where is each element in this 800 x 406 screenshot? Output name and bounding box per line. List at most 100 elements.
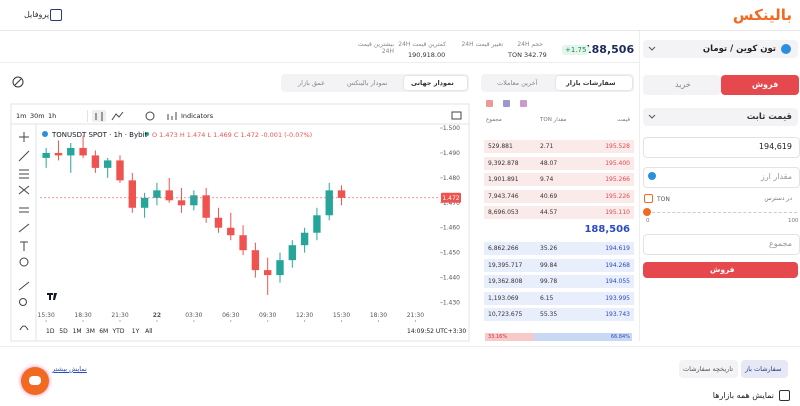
ob-total: 19,362.808 [488,278,523,285]
submit-label[interactable]: فروش [710,265,735,274]
slider-track[interactable] [647,212,797,214]
profile-link[interactable]: پروفایل [24,10,50,19]
range[interactable]: 1Y [131,328,140,335]
ob-row-bg [484,308,634,321]
x-tick-label: 12:30 [296,312,313,319]
stat-label: حجم 24H [517,41,543,48]
coin-icon [781,44,791,54]
candle-body [67,147,75,156]
chart: TONUSDT SPOT · 1h · Bybit O 1.473 H 1.474… [10,103,470,342]
ob-row-bg [484,258,634,272]
show-more-link[interactable]: نمایش بیشتر [52,365,87,373]
checkbox[interactable] [779,390,790,401]
profile-icon[interactable] [50,9,62,21]
candle-body [264,270,272,276]
range[interactable]: 1D [46,328,55,335]
candle-body [91,155,100,168]
show-all-label[interactable]: نمایش همه بازارها [712,391,774,400]
candle-body [116,160,124,181]
chat-icon[interactable] [29,376,41,385]
pair-selector[interactable] [643,40,798,58]
ob-total: 1,193.069 [488,294,519,302]
orders-tab[interactable]: سفارشات باز [745,365,782,373]
ob-price: 194.055 [605,278,630,285]
order-type-label[interactable]: قیمت ثابت [746,112,792,122]
orders-tab[interactable]: تاریخچه سفارشات [683,365,734,373]
asset-label: TON [657,196,670,203]
orders-border [0,346,800,347]
ob-view-icon[interactable] [503,100,510,107]
candle-body [337,190,346,198]
toolbar-icons[interactable] [92,110,462,122]
x-tick-label: 15:30 [333,312,350,319]
x-tick-label: 18:30 [370,312,387,319]
ob-row-bg [484,173,634,186]
x-tick-label: 06:30 [222,312,239,319]
ob-view-icon[interactable] [486,100,493,107]
ob-col: قیمت [617,117,630,123]
y-tick-label: 1.480 [443,175,460,182]
submit-button[interactable] [643,262,798,278]
stat-value: 190,918.00 [408,51,446,59]
ob-price: 195.266 [605,176,630,183]
chart-tab-active[interactable] [404,76,467,90]
orders-tab-bg[interactable] [679,360,738,378]
tv-logo [47,293,57,300]
interval[interactable]: 30m [30,112,45,120]
range[interactable]: All [145,328,153,335]
order-type[interactable] [643,108,798,126]
ob-total: 529.881 [488,143,513,150]
range[interactable]: 3M [85,328,95,335]
ob-tab[interactable]: آخرین معاملات [497,79,538,87]
candle-body [190,195,198,206]
ratio-label: 33.16% [488,334,508,340]
y-tick-label: 1.450 [443,250,460,257]
x-tick-label: 03:30 [185,312,202,319]
slider-thumb[interactable] [643,208,651,216]
chart-tab[interactable]: عمق بازار [298,79,325,87]
ob-amount: 48.07 [540,159,558,167]
range[interactable]: YTD [112,328,125,335]
amount-placeholder[interactable]: مقدار ارز [760,172,792,181]
ob-amount: 2.71 [540,143,554,150]
ob-total: 9,392.878 [488,159,519,167]
ob-view-icon[interactable] [520,100,527,107]
ob-row-bg [484,242,634,255]
stat-label: بیشترین قیمت 24H [357,41,394,55]
indicators[interactable]: Indicators [181,112,214,120]
logo[interactable]: بالینکس [732,6,792,24]
add-icon[interactable] [644,194,653,203]
candle-body [79,147,87,156]
chart-title: TONUSDT SPOT · 1h · Bybit [51,131,148,139]
total-placeholder[interactable]: مجموع [769,239,792,248]
expand-icon[interactable] [12,76,24,88]
ob-price: 195.528 [605,143,630,150]
interval[interactable]: 1h [48,112,57,120]
ratio-sell [485,333,534,341]
chart-tab[interactable]: نمودار بالینکس [347,79,388,87]
chart-tab[interactable]: نمودار جهانی [411,79,454,87]
last-price-box [441,192,461,203]
range[interactable]: 1M [72,328,82,335]
range[interactable]: 6M [99,328,109,335]
ob-row-bg [484,140,634,153]
sell-tab-label[interactable]: فروش [752,80,779,89]
x-tick-label: 09:30 [259,312,276,319]
pair-name[interactable]: تون کوین / تومان [702,44,776,54]
panel-border [639,31,640,341]
interval[interactable]: 1m [16,112,27,120]
drawing-tools[interactable] [18,132,30,331]
price-input-value[interactable]: 194,619 [758,142,792,151]
buy-tab[interactable] [643,75,721,95]
sell-tab[interactable] [721,75,799,95]
stat-label: تغییر قیمت 24H [461,41,503,48]
orders-tab-active[interactable] [741,360,788,378]
ob-tab[interactable]: سفارشات بازار [566,79,616,87]
candle-body [140,197,149,208]
coin-icon [648,172,656,180]
buy-tab-label[interactable]: خرید [675,80,691,89]
range[interactable]: 5D [59,328,68,335]
candle-body [239,235,247,251]
candle-body [128,180,136,208]
ob-tab-active[interactable] [556,76,632,90]
